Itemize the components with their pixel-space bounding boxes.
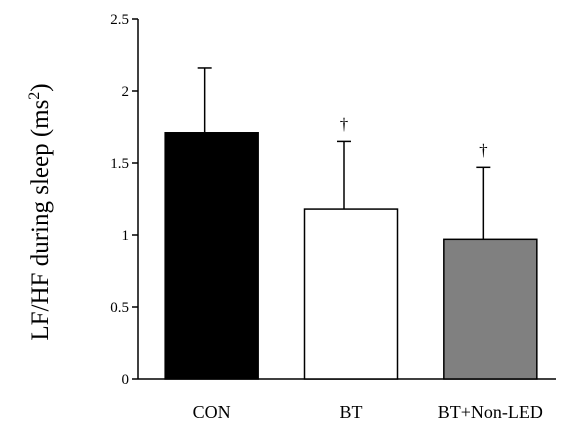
- y-axis-label-main: LF/HF during sleep (ms: [27, 100, 54, 341]
- y-axis-label-suffix: ): [27, 83, 54, 91]
- significance-marker: †: [479, 140, 488, 159]
- plot-area: 0 0.5 1 1.5 2 2.5 CON † BT † BT+Non-LED: [110, 12, 556, 422]
- bar: [443, 238, 538, 380]
- x-category-label: CON: [193, 402, 231, 422]
- y-tick-label: 1.5: [110, 156, 129, 172]
- y-tick-label: 0.5: [110, 300, 129, 316]
- y-tick-label: 2: [122, 84, 130, 100]
- bar: [164, 132, 259, 380]
- y-tick-label: 1: [122, 228, 130, 244]
- y-tick-label: 0: [122, 372, 130, 388]
- bar: [303, 208, 399, 380]
- y-axis-label: LF/HF during sleep (ms2): [26, 83, 54, 340]
- x-category-label: BT+Non-LED: [438, 402, 543, 422]
- x-category-label: BT: [339, 402, 362, 422]
- y-tick-label: 2.5: [110, 12, 129, 28]
- significance-marker: †: [340, 114, 349, 133]
- y-axis-label-superscript: 2: [26, 92, 43, 100]
- y-axis-title: LF/HF during sleep (ms2): [26, 83, 54, 340]
